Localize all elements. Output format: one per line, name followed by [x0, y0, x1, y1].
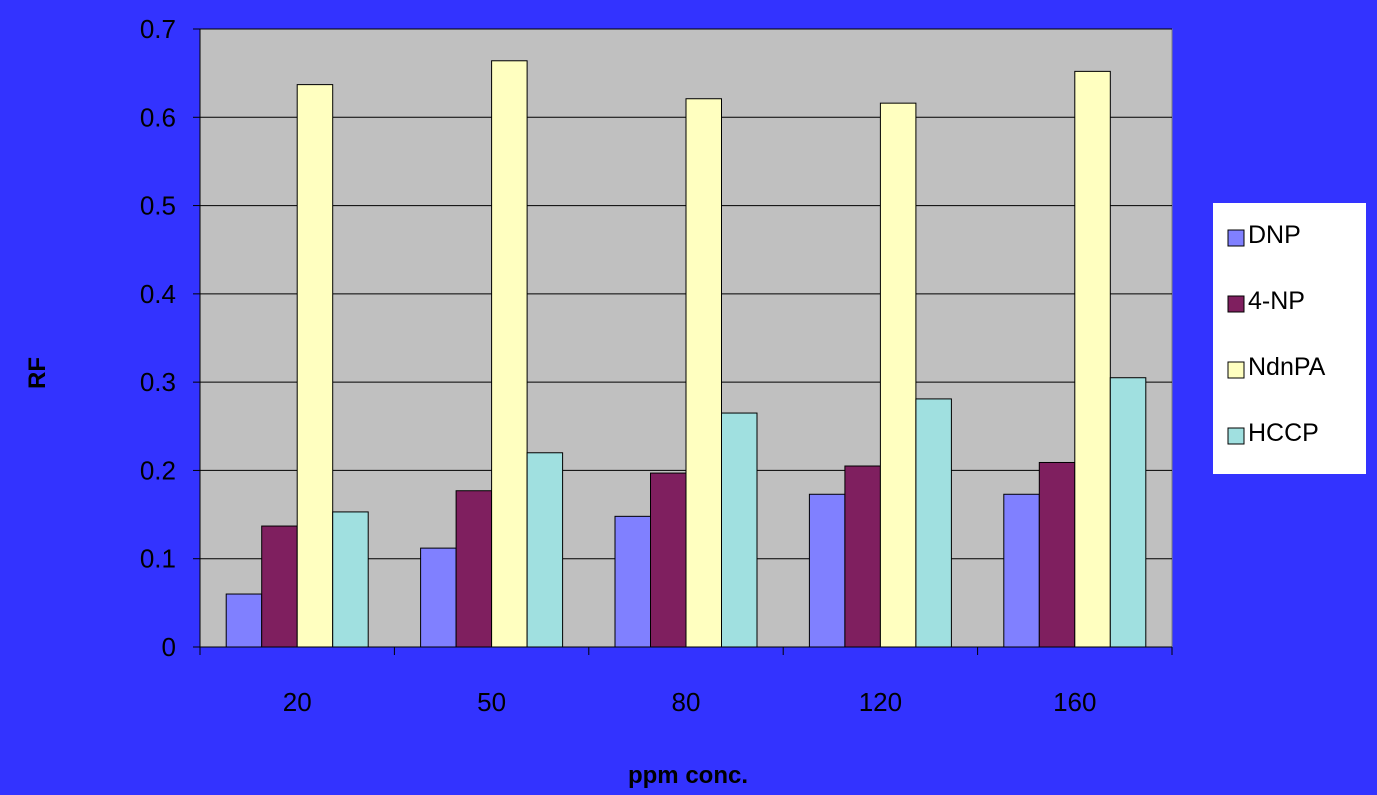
- y-tick-label: 0: [162, 632, 176, 662]
- y-tick-label: 0.4: [140, 279, 176, 309]
- bar-dnp-50: [420, 547, 457, 648]
- legend-label: 4-NP: [1248, 287, 1305, 315]
- y-tick-label: 0.5: [140, 191, 176, 221]
- x-axis-title: ppm conc.: [628, 762, 748, 789]
- bar-4-np-20: [261, 525, 298, 648]
- bar-4-np-120: [844, 465, 881, 648]
- legend-label: NdnPA: [1248, 353, 1326, 381]
- y-tick-label: 0.2: [140, 455, 176, 485]
- x-tick-labels: 20 50 80 120 160: [283, 687, 1097, 717]
- bar-4-np-80: [650, 472, 687, 648]
- bar-ndnpa-160: [1074, 70, 1111, 648]
- bar-ndnpa-20: [296, 84, 334, 648]
- axes: [199, 29, 1173, 655]
- bar-hccp-20: [332, 511, 369, 648]
- bar-dnp-20: [225, 593, 263, 648]
- legend-label: HCCP: [1248, 419, 1319, 447]
- bar-4-np-160: [1038, 461, 1076, 648]
- y-axis-title: RF: [24, 357, 51, 389]
- x-tick-label: 50: [477, 687, 506, 717]
- bar-hccp-120: [915, 398, 952, 648]
- bar-hccp-80: [721, 412, 758, 648]
- x-tick-label: 120: [859, 687, 902, 717]
- bar-ndnpa-80: [685, 98, 722, 648]
- bar-dnp-120: [808, 493, 846, 648]
- y-tick-labels: 0 0.1 0.2 0.3 0.4 0.5 0.6 0.7: [140, 14, 176, 662]
- legend-swatch: [1227, 295, 1245, 313]
- bar-hccp-50: [526, 452, 564, 648]
- y-tick-label: 0.1: [140, 544, 176, 574]
- bars: [225, 60, 1147, 648]
- x-tick-label: 20: [283, 687, 312, 717]
- y-tick-label: 0.3: [140, 367, 176, 397]
- bar-hccp-160: [1109, 377, 1147, 648]
- legend-swatch: [1227, 361, 1245, 379]
- bar-dnp-80: [614, 515, 651, 648]
- x-tick-label: 80: [672, 687, 701, 717]
- bar-ndnpa-50: [491, 60, 528, 648]
- y-tick-label: 0.7: [140, 14, 176, 44]
- bar-ndnpa-120: [879, 102, 917, 648]
- bar-dnp-160: [1003, 493, 1040, 648]
- x-tick-label: 160: [1053, 687, 1096, 717]
- legend-swatch: [1227, 229, 1245, 247]
- y-tick-label: 0.6: [140, 102, 176, 132]
- bar-4-np-50: [455, 490, 493, 648]
- legend-label: DNP: [1248, 221, 1301, 249]
- legend: DNP 4-NP NdnPA HCCP: [1213, 203, 1366, 474]
- legend-swatch: [1227, 427, 1245, 445]
